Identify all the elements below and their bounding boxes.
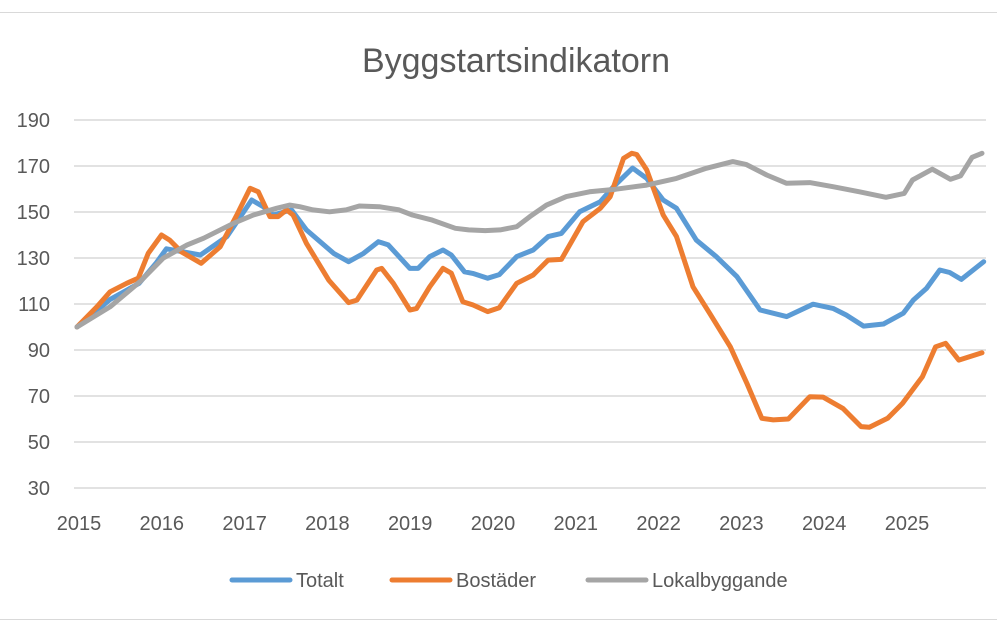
series-line-lokalbyggande — [74, 150, 985, 330]
legend-item: Bostäder — [389, 570, 536, 592]
y-tick-label: 150 — [17, 202, 50, 224]
y-tick-label: 170 — [17, 156, 50, 178]
x-tick-label: 2021 — [554, 513, 599, 535]
x-tick-label: 2023 — [719, 513, 764, 535]
x-tick-label: 2024 — [802, 513, 847, 535]
x-tick-label: 2018 — [305, 513, 350, 535]
chart-frame — [0, 12, 997, 620]
y-tick-label: 70 — [28, 386, 50, 408]
x-tick-label: 2019 — [388, 513, 433, 535]
gridlines — [74, 119, 986, 489]
series-line-bostäder — [74, 150, 985, 430]
legend: Totalt Bostäder Lokalbyggande — [229, 570, 788, 592]
y-tick-label: 130 — [17, 248, 50, 270]
x-tick-label: 2022 — [636, 513, 681, 535]
x-tick-label: 2016 — [140, 513, 185, 535]
legend-item: Totalt — [229, 570, 344, 592]
y-tick-label: 50 — [28, 432, 50, 454]
x-tick-label: 2025 — [885, 513, 930, 535]
series-line-totalt — [74, 165, 987, 330]
legend-label: Lokalbyggande — [652, 570, 788, 592]
x-tick-label: 2015 — [57, 513, 102, 535]
legend-label: Bostäder — [456, 570, 536, 592]
y-axis-ticks: 30 50 70 90 110 130 150 170 190 — [17, 110, 50, 500]
x-tick-label: 2017 — [222, 513, 267, 535]
y-tick-label: 30 — [28, 478, 50, 500]
legend-label: Totalt — [296, 570, 344, 592]
y-tick-label: 90 — [28, 340, 50, 362]
legend-item: Lokalbyggande — [585, 570, 788, 592]
chart-title: Byggstartsindikatorn — [362, 42, 670, 80]
series-lines — [74, 150, 987, 430]
x-axis-ticks: 2015 2016 2017 2018 2019 2020 2021 2022 2023 2024… — [57, 513, 930, 535]
y-tick-label: 110 — [18, 294, 50, 316]
x-tick-label: 2020 — [471, 513, 516, 535]
y-tick-label: 190 — [17, 110, 50, 132]
